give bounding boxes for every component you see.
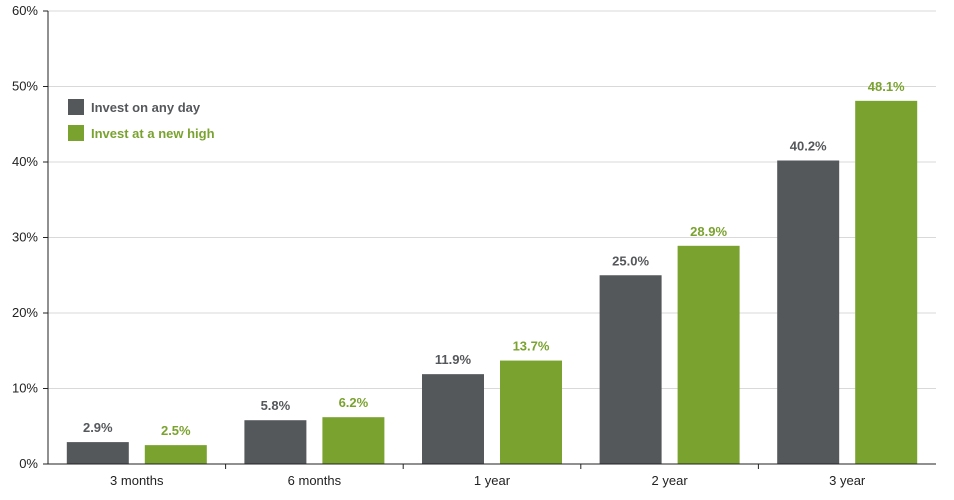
bars [66, 100, 918, 465]
y-tick-label: 40% [12, 154, 38, 169]
data-label: 2.5% [161, 423, 191, 438]
legend-swatch [68, 125, 84, 141]
data-label: 40.2% [790, 138, 827, 153]
x-tick-label: 3 months [110, 473, 164, 488]
axes: 0% 10% 20% 30% 40% 50% 60% 3 months 6 months 1 ye… [12, 3, 936, 488]
y-tick-label: 60% [12, 3, 38, 18]
bar [500, 360, 562, 464]
x-tick-label: 6 months [288, 473, 342, 488]
y-tick-label: 0% [19, 456, 38, 471]
data-label: 6.2% [339, 395, 369, 410]
bar [66, 442, 129, 464]
bar [599, 275, 662, 464]
y-tick-label: 30% [12, 230, 38, 245]
data-label: 25.0% [612, 253, 649, 268]
legend-swatch [68, 99, 84, 115]
bar [322, 417, 385, 464]
y-tick-label: 10% [12, 381, 38, 396]
y-tick-label: 50% [12, 79, 38, 94]
x-tick-label: 1 year [474, 473, 511, 488]
bar [422, 374, 484, 464]
data-label: 13.7% [513, 339, 550, 354]
bar [244, 420, 307, 464]
legend: Invest on any day Invest at a new high [68, 99, 215, 141]
x-tick-label: 3 year [829, 473, 866, 488]
legend-label: Invest at a new high [91, 126, 215, 141]
data-label: 5.8% [261, 398, 291, 413]
data-labels: 2.9% 2.5% 5.8% 6.2% 11.9% 13.7% 25.0% 28.9% 40.2… [83, 79, 905, 438]
bar [144, 445, 207, 464]
data-label: 11.9% [435, 352, 472, 367]
bar [677, 245, 740, 464]
y-tick-label: 20% [12, 305, 38, 320]
bar [855, 100, 918, 464]
bar [777, 160, 840, 465]
data-label: 28.9% [690, 224, 727, 239]
x-tick-label: 2 year [652, 473, 689, 488]
legend-label: Invest on any day [91, 100, 201, 115]
data-label: 2.9% [83, 420, 113, 435]
data-label: 48.1% [868, 79, 905, 94]
